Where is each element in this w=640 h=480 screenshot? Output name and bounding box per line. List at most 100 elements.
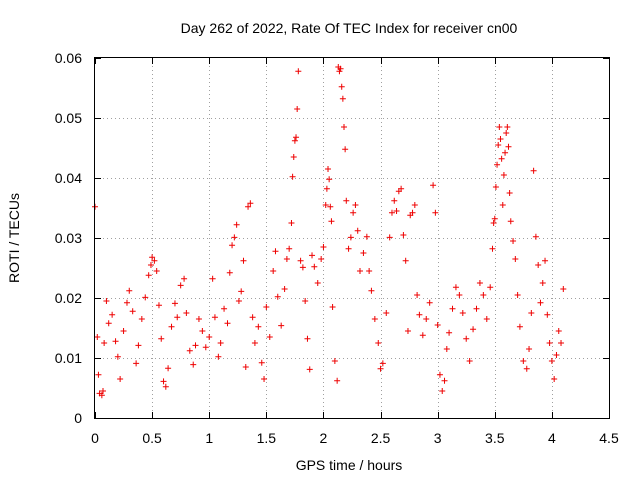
data-point (363, 233, 370, 240)
y-tick-label: 0 (74, 410, 82, 426)
data-point (548, 358, 555, 364)
data-point (499, 202, 506, 208)
data-point (162, 383, 169, 390)
data-point (181, 275, 188, 282)
data-point (215, 353, 222, 360)
data-point (266, 334, 273, 340)
data-point (217, 340, 224, 346)
data-point (255, 323, 262, 330)
data-point (470, 326, 477, 333)
data-point (306, 366, 313, 373)
data-point (249, 314, 256, 321)
data-point (341, 124, 348, 130)
data-point (386, 234, 393, 241)
data-point (398, 185, 405, 192)
data-point (512, 256, 519, 262)
data-point (126, 287, 133, 294)
data-point (235, 298, 242, 304)
data-point (293, 134, 300, 141)
data-point (345, 245, 352, 252)
x-tick-label: 4 (548, 430, 556, 446)
data-point (322, 202, 329, 208)
data-point (368, 287, 375, 294)
data-point (459, 310, 466, 316)
data-point (411, 202, 418, 208)
x-axis-label: GPS time / hours (296, 457, 403, 473)
data-point (209, 275, 216, 282)
data-point (391, 197, 398, 204)
data-point (297, 257, 304, 264)
data-point (334, 377, 341, 384)
data-point (342, 146, 349, 153)
data-point (328, 218, 335, 225)
data-point (338, 83, 345, 90)
data-point (498, 155, 505, 162)
data-point (487, 284, 494, 291)
data-point (245, 203, 252, 210)
data-point (489, 245, 496, 252)
data-point (320, 244, 327, 250)
data-point (463, 335, 470, 342)
data-point (289, 173, 296, 180)
y-tick-label: 0.04 (55, 170, 82, 186)
data-point (423, 316, 430, 322)
y-tick-label: 0.03 (55, 230, 82, 246)
data-point (491, 215, 498, 222)
data-point (494, 161, 501, 168)
data-point (497, 136, 504, 142)
data-point (350, 209, 357, 216)
data-points (92, 64, 567, 399)
data-point (414, 292, 421, 298)
data-point (242, 364, 249, 370)
data-point (354, 227, 361, 234)
data-point (190, 361, 197, 368)
data-point (195, 316, 202, 322)
data-point (371, 316, 378, 322)
data-point (495, 142, 502, 148)
data-point (186, 347, 193, 354)
x-tick-label: 2.5 (371, 430, 391, 446)
data-point (520, 358, 527, 364)
data-point (233, 221, 240, 228)
data-point (117, 376, 124, 382)
x-axis-ticks: 0 0.5 1 1.5 2 2.5 3 3.5 4 4.5 (91, 58, 619, 446)
data-point (500, 172, 507, 178)
x-tick-label: 1 (205, 430, 213, 446)
data-point (304, 335, 311, 342)
data-point (504, 124, 511, 130)
y-tick-label: 0.02 (55, 290, 82, 306)
data-point (238, 288, 245, 295)
data-point (183, 310, 190, 316)
data-point (544, 311, 551, 318)
y-tick-label: 0.01 (55, 350, 82, 366)
data-point (375, 340, 382, 346)
data-point (476, 280, 483, 286)
data-point (290, 154, 297, 160)
data-point (446, 329, 453, 336)
data-point (416, 311, 423, 318)
data-point (258, 359, 265, 366)
y-tick-label: 0.05 (55, 110, 82, 126)
data-point (270, 268, 277, 274)
data-point (510, 238, 517, 244)
data-point (347, 234, 354, 241)
data-point (539, 280, 546, 286)
data-point (439, 388, 446, 394)
data-point (441, 377, 448, 384)
data-point (526, 346, 533, 352)
data-point (337, 65, 344, 72)
data-point (294, 106, 301, 112)
x-tick-label: 4.5 (599, 430, 619, 446)
data-point (483, 316, 490, 322)
data-point (105, 320, 112, 327)
data-point (528, 310, 535, 316)
data-point (129, 308, 136, 315)
data-point (426, 299, 433, 306)
y-axis-ticks: 0 0.01 0.02 0.03 0.04 0.05 0.06 (55, 50, 609, 426)
data-point (261, 376, 268, 382)
data-point (318, 256, 325, 262)
data-point (393, 208, 400, 214)
data-point (329, 304, 336, 310)
data-point (366, 268, 373, 274)
data-point (327, 203, 334, 210)
